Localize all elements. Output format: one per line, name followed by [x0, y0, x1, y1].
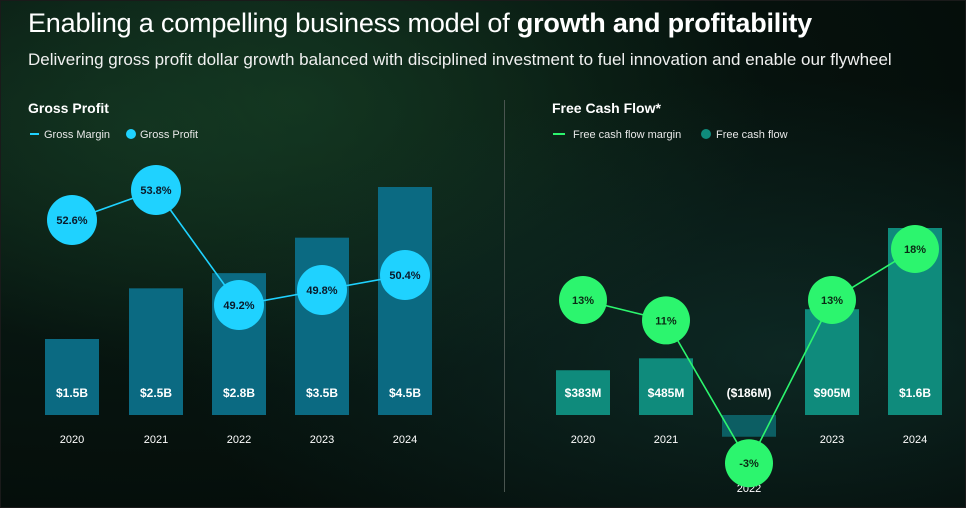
gp-bar: [129, 288, 183, 415]
gp-x-tick-label: 2022: [227, 434, 251, 446]
fcf-margin-point: [725, 439, 773, 488]
gp-margin-label: 49.2%: [223, 300, 254, 312]
fcf-legend-dot-swatch: [701, 129, 711, 139]
fcf-bar-label: $383M: [565, 386, 602, 400]
fcf-margin-label: 18%: [904, 244, 926, 256]
gp-margin-label: 49.8%: [306, 285, 337, 297]
title-prefix: Enabling a compelling business model of: [28, 8, 517, 38]
fcf-bar: [722, 415, 776, 437]
gp-margin-point: [131, 165, 181, 215]
fcf-margin-point: [642, 296, 690, 345]
gp-bar-label: $1.5B: [56, 386, 88, 400]
gp-margin-label: 50.4%: [389, 270, 420, 282]
gp-legend-margin-label: Gross Margin: [44, 129, 110, 141]
fcf-margin-point: [559, 276, 607, 324]
fcf-bar-label: $1.6B: [899, 386, 931, 400]
gp-margin-point: [47, 195, 97, 245]
fcf-bar: [639, 358, 693, 415]
gp-margin-point: [380, 250, 430, 300]
gp-x-tick-label: 2023: [310, 434, 334, 446]
gp-bar: [378, 187, 432, 415]
fcf-margin-point: [808, 276, 856, 324]
fcf-bar: [805, 309, 859, 415]
fcf-legend-margin-label: Free cash flow margin: [573, 129, 681, 141]
gp-legend-dot-swatch: [126, 129, 136, 139]
fcf-bar-label: ($186M): [727, 386, 772, 400]
fcf-margin-label: 11%: [655, 315, 677, 327]
gp-bar: [45, 339, 99, 415]
fcf-chart-title: Free Cash Flow*: [552, 100, 661, 116]
fcf-margin-label: 13%: [572, 295, 594, 307]
gp-bar-label: $2.8B: [223, 386, 255, 400]
fcf-bar-label: $905M: [814, 386, 851, 400]
fcf-bar: [556, 370, 610, 415]
gp-margin-point: [297, 265, 347, 315]
gp-legend-profit-label: Gross Profit: [140, 129, 198, 141]
gp-x-tick-label: 2021: [144, 434, 168, 446]
title-bold: growth and profitability: [516, 8, 812, 38]
gp-chart-title: Gross Profit: [28, 100, 109, 116]
gp-margin-point: [214, 280, 264, 330]
fcf-x-tick-label: 2020: [571, 434, 595, 446]
page-subtitle: Delivering gross profit dollar growth ba…: [28, 50, 892, 69]
fcf-legend-flow-label: Free cash flow: [716, 129, 788, 141]
fcf-margin-label: 13%: [821, 295, 843, 307]
gp-bar-label: $2.5B: [140, 386, 172, 400]
gp-bar-label: $3.5B: [306, 386, 338, 400]
panel-divider: [504, 100, 505, 492]
fcf-margin-label: -3%: [739, 458, 759, 470]
gp-x-tick-label: 2024: [393, 434, 417, 446]
fcf-x-tick-label: 2023: [820, 434, 844, 446]
gp-x-tick-label: 2020: [60, 434, 84, 446]
fcf-x-tick-label: 2024: [903, 434, 927, 446]
gp-bar-label: $4.5B: [389, 386, 421, 400]
fcf-margin-point: [891, 225, 939, 273]
fcf-x-tick-label: 2021: [654, 434, 678, 446]
page-title: Enabling a compelling business model of …: [28, 8, 812, 39]
gp-margin-label: 53.8%: [140, 185, 171, 197]
gp-margin-label: 52.6%: [56, 215, 87, 227]
fcf-bar-label: $485M: [648, 386, 685, 400]
